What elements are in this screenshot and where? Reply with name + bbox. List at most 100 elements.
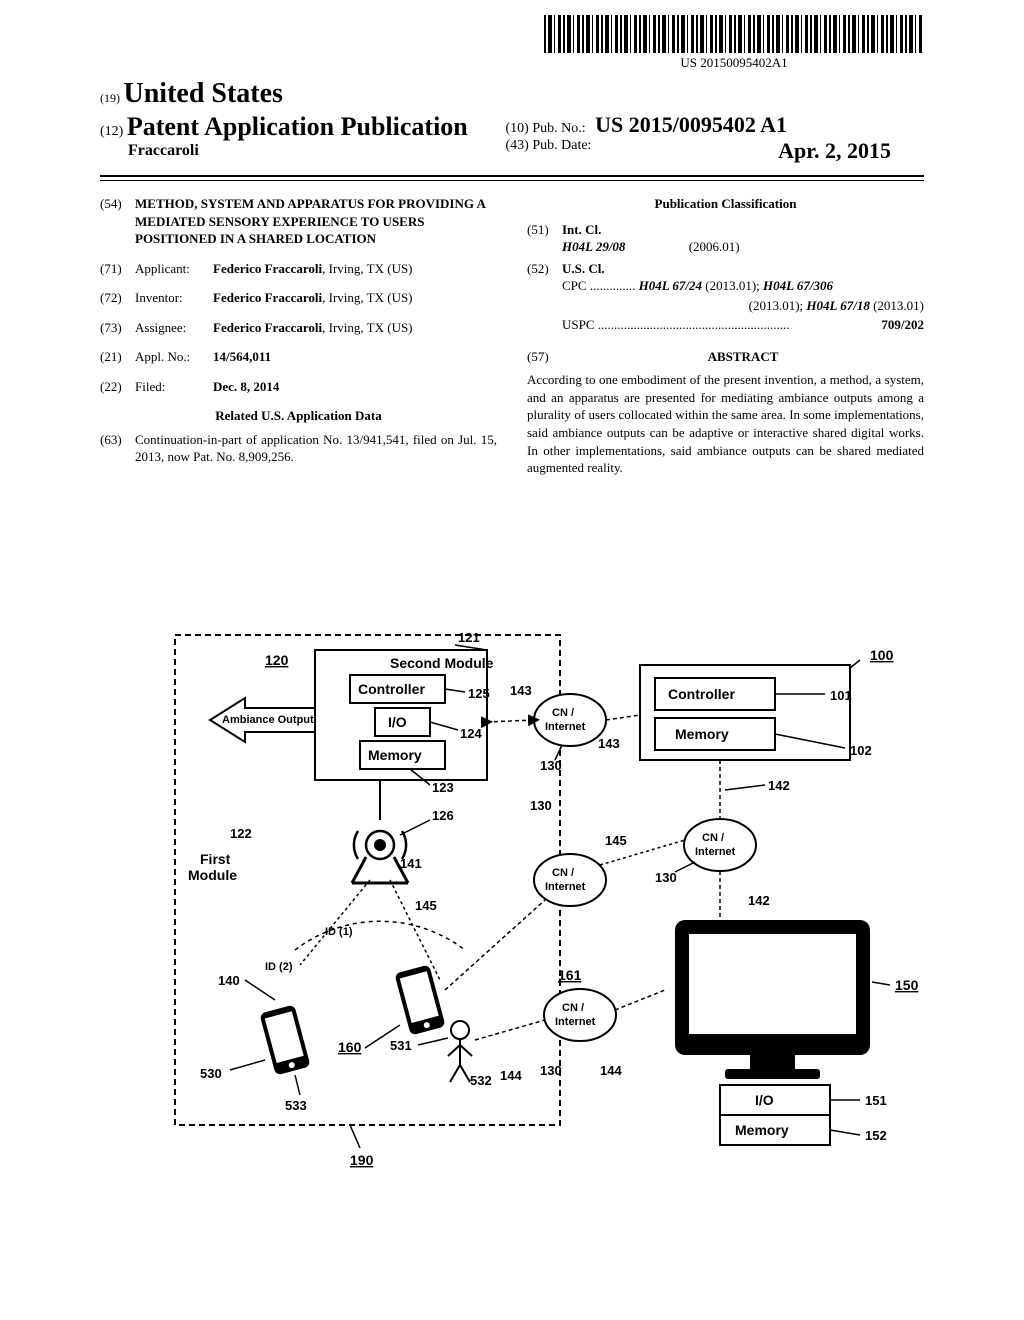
svg-text:152: 152: [865, 1128, 887, 1143]
svg-text:ID (1): ID (1): [325, 926, 353, 938]
related-heading: Related U.S. Application Data: [100, 407, 497, 425]
f52-num: (52): [527, 260, 562, 278]
svg-text:Module: Module: [188, 867, 237, 883]
svg-text:Ambiance Output: Ambiance Output: [222, 714, 314, 726]
f21-num: (21): [100, 348, 135, 366]
svg-text:530: 530: [200, 1066, 222, 1081]
f51-year: (2006.01): [689, 239, 740, 254]
f72-name: Federico Fraccaroli: [213, 290, 322, 305]
svg-text:531: 531: [390, 1038, 412, 1053]
f72-loc: , Irving, TX (US): [322, 290, 412, 305]
f72-num: (72): [100, 289, 135, 307]
svg-text:ID (2): ID (2): [265, 961, 293, 973]
svg-text:130: 130: [530, 798, 552, 813]
code-12: (12): [100, 124, 123, 139]
f51-num: (51): [527, 221, 562, 239]
f52-cpc-label: CPC ..............: [562, 278, 635, 293]
f73-loc: , Irving, TX (US): [322, 320, 412, 335]
svg-text:First: First: [200, 851, 231, 867]
country-name: United States: [124, 78, 283, 109]
svg-text:101: 101: [830, 688, 852, 703]
barcode-text: US 20150095402A1: [544, 55, 924, 71]
svg-text:190: 190: [350, 1152, 374, 1168]
f52-cpc3: H04L 67/18: [806, 298, 869, 313]
svg-text:CN /: CN /: [702, 832, 724, 844]
svg-text:143: 143: [598, 736, 620, 751]
pub-no: US 2015/0095402 A1: [595, 112, 787, 137]
svg-text:Second Module: Second Module: [390, 655, 494, 671]
svg-text:142: 142: [768, 778, 790, 793]
svg-text:Internet: Internet: [545, 721, 586, 733]
svg-text:Controller: Controller: [358, 681, 425, 697]
abstract-text: According to one embodiment of the prese…: [527, 371, 924, 476]
svg-text:125: 125: [468, 686, 490, 701]
f22-num: (22): [100, 378, 135, 396]
pub-no-label: Pub. No.:: [532, 121, 585, 136]
f57-num: (57): [527, 348, 562, 366]
code-43: (43): [506, 138, 529, 153]
f73-num: (73): [100, 319, 135, 337]
svg-text:CN /: CN /: [552, 707, 574, 719]
svg-text:CN /: CN /: [552, 867, 574, 879]
header-right: (10) Pub. No.: US 2015/0095402 A1 (43) P…: [496, 78, 892, 164]
svg-text:533: 533: [285, 1098, 307, 1113]
barcode-area: US 20150095402A1: [544, 15, 924, 71]
svg-text:Controller: Controller: [668, 686, 735, 702]
biblio-columns: (54) METHOD, SYSTEM AND APPARATUS FOR PR…: [100, 195, 924, 478]
svg-text:102: 102: [850, 743, 872, 758]
svg-text:140: 140: [218, 973, 240, 988]
pub-type: Patent Application Publication: [127, 112, 468, 141]
barcode: [544, 15, 924, 53]
svg-text:Internet: Internet: [545, 881, 586, 893]
svg-text:145: 145: [415, 898, 437, 913]
f51-label: Int. Cl.: [562, 222, 601, 237]
cn-oval-3: CN / Internet: [534, 854, 606, 906]
header-left: (19) United States (12) Patent Applicati…: [100, 78, 496, 160]
f72-label: Inventor:: [135, 289, 213, 307]
svg-text:126: 126: [432, 808, 454, 823]
cn-oval-2: CN / Internet: [684, 819, 756, 871]
pub-class-heading: Publication Classification: [527, 195, 924, 213]
svg-text:Internet: Internet: [555, 1016, 596, 1028]
f71-loc: , Irving, TX (US): [322, 261, 412, 276]
svg-text:142: 142: [748, 893, 770, 908]
f21-val: 14/564,011: [213, 349, 271, 364]
f71-name: Federico Fraccaroli: [213, 261, 322, 276]
svg-text:532: 532: [470, 1073, 492, 1088]
f21-label: Appl. No.:: [135, 348, 213, 366]
f63-text: Continuation-in-part of application No. …: [135, 431, 497, 466]
svg-text:151: 151: [865, 1093, 887, 1108]
code-19: (19): [100, 91, 120, 105]
f73-label: Assignee:: [135, 319, 213, 337]
f22-val: Dec. 8, 2014: [213, 379, 279, 394]
f52-uspc-label: USPC ...................................…: [562, 316, 877, 334]
pub-date-label: Pub. Date:: [532, 138, 591, 153]
cn-oval-4: CN / Internet: [544, 989, 616, 1041]
f52-cpc1: H04L 67/24: [639, 278, 702, 293]
f52-label: U.S. Cl.: [562, 261, 605, 276]
svg-text:Memory: Memory: [675, 726, 729, 742]
svg-text:144: 144: [500, 1068, 522, 1083]
figure: 120 121 Second Module Controller 125 I/O…: [100, 620, 924, 1200]
left-column: (54) METHOD, SYSTEM AND APPARATUS FOR PR…: [100, 195, 497, 478]
svg-text:CN /: CN /: [562, 1002, 584, 1014]
svg-text:143: 143: [510, 683, 532, 698]
f54-title: METHOD, SYSTEM AND APPARATUS FOR PROVIDI…: [135, 195, 497, 248]
svg-text:Memory: Memory: [368, 747, 422, 763]
svg-text:Memory: Memory: [735, 1122, 789, 1138]
f22-label: Filed:: [135, 378, 213, 396]
svg-text:100: 100: [870, 647, 894, 663]
divider-heavy: [100, 175, 924, 177]
svg-text:123: 123: [432, 780, 454, 795]
svg-text:I/O: I/O: [388, 714, 407, 730]
right-column: Publication Classification (51) Int. Cl.…: [527, 195, 924, 478]
f52-cpc1y: (2013.01);: [705, 278, 760, 293]
svg-text:145: 145: [605, 833, 627, 848]
f52-cpc2: H04L 67/306: [763, 278, 833, 293]
f63-num: (63): [100, 431, 135, 466]
svg-text:I/O: I/O: [755, 1092, 774, 1108]
svg-text:160: 160: [338, 1039, 362, 1055]
svg-text:124: 124: [460, 726, 482, 741]
svg-text:130: 130: [540, 1063, 562, 1078]
svg-text:130: 130: [655, 870, 677, 885]
